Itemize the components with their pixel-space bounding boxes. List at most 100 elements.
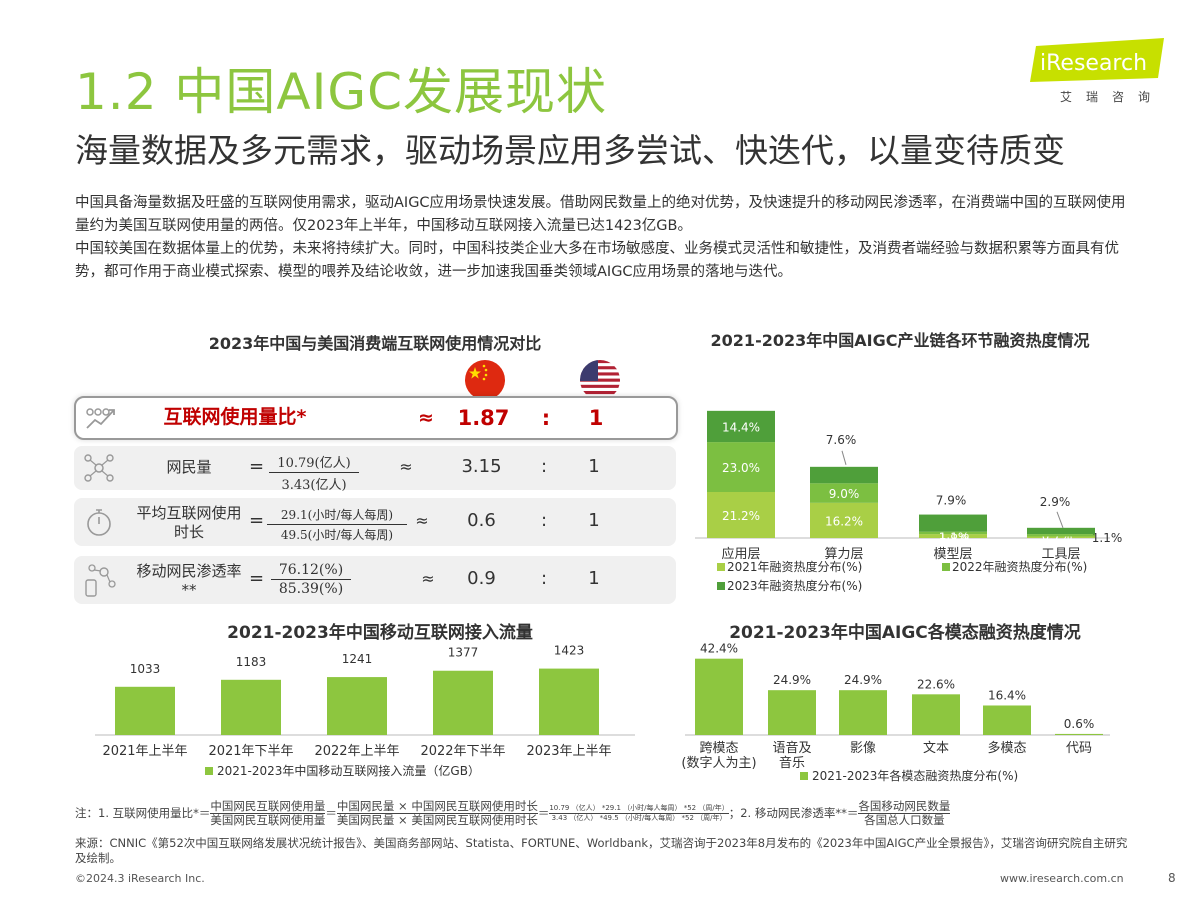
chain-category-label: 算力层 [824,547,863,562]
chain-legend-label: 2022年融资热度分布(%) [952,559,1087,574]
footnote-fraction-4: 各国移动网民数量 各国总人口数量 [858,800,951,827]
copyright: ©2024.3 iResearch Inc. [75,872,205,885]
modality-category-label: 代码 [1066,741,1092,756]
traffic-category-label: 2023年上半年 [526,744,611,759]
footnote-note2: ；2. 移动网民渗透率**＝ [728,806,859,820]
comparison-title: 2023年中国与美国消费端互联网使用情况对比 [208,334,542,353]
footnote-f3-den: 3.43 （亿人） *49.5 （小时/每人每周） *52 （周/年） [551,814,727,822]
traffic-bar [221,679,281,735]
mobile-penetration-eq: = [248,568,265,589]
chain-legend-label: 2023年融资热度分布(%) [727,578,862,593]
stopwatch-icon [87,509,111,536]
intro-paragraph-1: 中国具备海量数据及旺盛的互联网使用需求，驱动AIGC应用场景快速发展。借助网民数… [75,195,1126,234]
traffic-bar [327,677,387,735]
traffic-category-label: 2021年上半年 [102,744,187,759]
footnote: 注：1. 互联网使用量比*＝ 中国网民互联网使用量 美国网民互联网使用量＝ 中国网民量… [75,799,951,827]
modality-bar [1055,733,1103,735]
people-growth-icon [86,408,115,429]
footnote-f1-num: 中国网民互联网使用量 [210,799,326,814]
logo-chinese: 艾瑞咨询 [1059,90,1164,104]
footnote-f3-num: 10.79 （亿人） *29.1 （小时/每人每周） *52 （周/年） [549,804,729,814]
chain-bar-segment [919,531,987,535]
modality-value-label: 24.9% [844,673,882,687]
modality-legend-swatch [800,772,808,780]
footnote-f1-den: 美国网民互联网使用量 [210,813,326,827]
traffic-value-label: 1377 [448,646,479,660]
modality-value-label: 16.4% [988,688,1026,702]
footnote-fraction-2: 中国网民量 × 中国网民互联网使用时长 美国网民量 × 美国网民互联网使用时长 [336,799,538,827]
modality-category-label: 跨模态(数字人为主) [681,741,756,771]
netizen-row: 网民量 = 10.79(亿人) 3.43(亿人) ≈ 3.15 : 1 [74,446,676,493]
footnote-prefix: 注：1. 互联网使用量比*＝ [75,806,211,820]
mobile-penetration-us: 1 [588,568,600,589]
usage-time-fraction: 29.1(小时/每人每周) 49.5(小时/每人每周) [267,506,407,543]
usage-time-denominator: 49.5(小时/每人每周) [280,528,394,542]
mobile-penetration-colon: : [540,568,548,589]
netizen-denominator: 3.43(亿人) [281,478,347,493]
usage-time-numerator: 29.1(小时/每人每周) [267,506,407,525]
traffic-chart: 1033 2021年上半年 1183 2021年下半年 1241 2022年上半年 1377… [95,644,635,778]
traffic-value-label: 1033 [130,662,161,676]
traffic-value-label: 1423 [554,644,585,658]
traffic-chart-title: 2021-2023年中国移动互联网接入流量 [227,623,533,643]
intro-paragraph-2: 中国较美国在数据体量上的优势，未来将持续扩大。同时，中国科技类企业大多在市场敏感… [75,241,1119,280]
usage-ratio-colon: : [541,406,551,430]
network-people-icon [84,454,114,482]
mobile-network-icon [85,564,116,597]
chain-bar-segment [919,534,987,538]
usage-time-colon: : [540,510,548,531]
mobile-penetration-label: 移动网民渗透率** [136,562,242,599]
mobile-penetration-fraction: 76.12(%) 85.39(%) [271,562,351,597]
usage-time-row: 平均互联网使用时长 = 29.1(小时/每人每周) 49.5(小时/每人每周) … [74,498,676,546]
modality-bar [768,690,816,735]
modality-bar [912,694,960,735]
traffic-legend-swatch [205,767,213,775]
footnote-eq-1: ＝ [325,806,337,820]
chain-bar-segment [810,502,878,538]
traffic-category-label: 2022年下半年 [420,744,505,759]
usage-time-cn: 0.6 [467,510,496,531]
netizen-colon: : [540,456,548,477]
page-title: 1.2 中国AIGC发展现状 [75,63,608,121]
chain-category-label: 工具层 [1041,547,1080,562]
footnote-f2-num: 中国网民量 × 中国网民互联网使用时长 [336,799,538,814]
chain-bar-segment [1027,527,1095,535]
netizen-approx: ≈ [399,457,413,476]
chain-bar-segment [707,491,775,538]
usage-time-us: 1 [588,510,600,531]
chain-value-label: 2.9% [1040,495,1071,509]
chain-bar-segment [1027,534,1095,537]
chain-value-label: 14.4% [722,420,760,434]
chain-value-label: 21.2% [722,509,760,523]
chain-bar-segment [707,442,775,492]
modality-bar [983,705,1031,735]
chain-leader-line [841,450,847,465]
traffic-value-label: 1183 [236,655,267,669]
usage-ratio-cn: 1.87 [457,406,510,430]
usage-time-label: 平均互联网使用时长 [136,504,242,541]
traffic-bar [433,670,493,735]
chain-legend-swatch [717,563,725,571]
mobile-penetration-approx: ≈ [421,569,435,588]
mobile-penetration-denominator: 85.39(%) [278,581,344,597]
chain-value-label: 16.2% [825,514,863,528]
netizen-label: 网民量 [166,458,212,476]
usage-time-eq: = [248,510,265,531]
website-url: www.iresearch.com.cn [1000,872,1124,885]
page-subtitle: 海量数据及多元需求，驱动场景应用多尝试、快迭代，以量变待质变 [75,131,1065,170]
chain-legend-swatch [717,582,725,590]
modality-value-label: 24.9% [773,673,811,687]
modality-category-label: 文本 [923,741,949,756]
netizen-cn: 3.15 [461,456,502,477]
traffic-category-label: 2021年下半年 [208,744,293,759]
modality-category-label: 影像 [850,741,876,756]
modality-category-label: 多模态 [987,740,1026,756]
usage-ratio-label: 互联网使用量比* [163,406,307,428]
footnote-f2-den: 美国网民量 × 美国网民互联网使用时长 [336,813,538,827]
netizen-us: 1 [588,456,600,477]
page-number: 8 [1168,871,1176,885]
modality-legend-label: 2021-2023年各模态融资热度分布(%) [812,768,1018,783]
traffic-bar [539,668,599,735]
modality-value-label: 22.6% [917,677,955,691]
netizen-fraction: 10.79(亿人) 3.43(亿人) [269,452,359,493]
